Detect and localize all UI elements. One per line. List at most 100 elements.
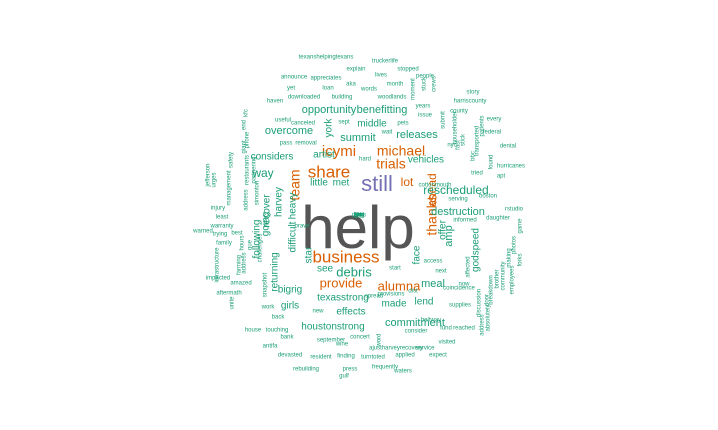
word-lend: lend (415, 297, 434, 308)
word-dental: dental (500, 144, 516, 150)
word-phone: phone (245, 131, 251, 148)
word-difficult: difficult (288, 221, 299, 252)
word-hours: hours (240, 235, 246, 250)
word-access: access (424, 259, 443, 265)
word-impacted: impacted (206, 276, 230, 282)
word-applied: applied (395, 353, 414, 359)
word-made: made (381, 299, 406, 310)
word-aftermath: aftermath (216, 291, 241, 297)
word-patients: patients (480, 115, 486, 136)
word-beltway: beltway (421, 318, 441, 324)
word-dist: dist (408, 289, 418, 295)
word-texanshelpingtexans: texanshelpingtexans (299, 55, 354, 61)
word-serving: serving (448, 197, 467, 203)
word-start: start (389, 266, 401, 272)
word-story: story (466, 90, 479, 96)
word-found: found (489, 154, 495, 169)
word-expect: expect (429, 353, 447, 359)
word-giant: giant (242, 140, 248, 153)
word-urges: urges (212, 172, 218, 187)
word-years: years (416, 104, 431, 110)
word-texasstrong: texasstrong (317, 293, 369, 304)
word-york: york (324, 118, 335, 138)
word-word: word (377, 333, 383, 347)
word-warned: warned (192, 229, 213, 235)
word-new: new (312, 309, 324, 315)
word-haven: haven (267, 99, 283, 105)
word-moment: moment (411, 78, 417, 100)
word-star: star (304, 246, 315, 263)
word-summit: summit (340, 132, 375, 144)
word-lives: lives (375, 73, 387, 79)
word-coincidence: coincidence (443, 286, 475, 292)
word-gulf: gulf (339, 374, 349, 380)
word-every: every (487, 117, 502, 123)
word-affected: affected (466, 256, 472, 277)
word-bank: bank (280, 335, 294, 341)
word-effects: effects (336, 307, 365, 318)
word-icymi: icymi (322, 143, 356, 160)
word-pets: pets (397, 121, 408, 127)
word-business: business (312, 247, 379, 266)
word-submit: submit (441, 111, 447, 129)
word-issue: issue (418, 113, 433, 119)
word-address: address (480, 314, 486, 335)
word-bigrig: bigrig (278, 285, 302, 296)
word-ahead: ahead (425, 173, 439, 206)
word-end: end (242, 120, 248, 130)
word-injury: injury (211, 206, 225, 212)
word-september: september (317, 338, 345, 344)
word-destruction: destruction (431, 206, 485, 218)
word-rebuilding: rebuilding (293, 367, 319, 373)
word-finding: finding (337, 354, 355, 360)
word-useful: useful (275, 118, 291, 124)
word-truckerlife: truckerlife (372, 59, 399, 65)
word-warranty: warranty (209, 224, 233, 230)
word-meal: meal (421, 278, 445, 290)
word-plans: plans (352, 213, 366, 219)
word-aka: aka (346, 82, 356, 88)
word-kfc: kfc (244, 109, 250, 117)
word-community: community (501, 261, 507, 290)
word-michael: michael (377, 143, 425, 159)
word-press: press (343, 367, 358, 373)
word-benefitting: benefitting (357, 104, 408, 116)
word-harvey: harvey (274, 187, 285, 217)
word-king: king (353, 213, 364, 219)
word-now: now (458, 282, 470, 288)
word-building: building (332, 95, 353, 101)
word-opportunity: opportunity (302, 104, 357, 116)
word-provide: provide (320, 275, 363, 290)
word-harriscounty: harriscounty (454, 99, 487, 105)
word-commitment: commitment (385, 317, 445, 329)
word-hard: hard (359, 157, 371, 163)
word-unite: unite (230, 296, 236, 310)
word-yet: yet (287, 86, 295, 92)
word-simonton: simonton (255, 181, 261, 205)
word-bbc: bbc (471, 151, 477, 161)
word-absolutely: absolutely (486, 304, 492, 331)
word-following: following (252, 220, 263, 259)
word-employees: employees (510, 265, 516, 294)
word-artist: artist (313, 150, 335, 161)
word-words: words (360, 87, 377, 93)
word-provisions: provisions (377, 292, 404, 298)
word-hurricanes: hurricanes (497, 164, 525, 170)
word-trials: trials (376, 156, 406, 172)
word-discussion: discussion (477, 289, 483, 317)
word-least: least (216, 215, 229, 221)
word-supplies: supplies (449, 303, 471, 309)
word-back: back (272, 315, 286, 321)
word-federal: federal (483, 130, 501, 136)
word-touching: touching (266, 328, 289, 334)
word-game: game (518, 218, 524, 234)
word-house: house (245, 328, 262, 334)
word-ta: ta (356, 213, 362, 219)
word-lot: lot (401, 175, 414, 189)
word-vehicles: vehicles (408, 155, 444, 166)
word-rstudio: rstudio (505, 207, 524, 213)
word-service: service (415, 346, 435, 352)
word-stick: stick (461, 133, 467, 146)
word-little: little (310, 178, 328, 189)
